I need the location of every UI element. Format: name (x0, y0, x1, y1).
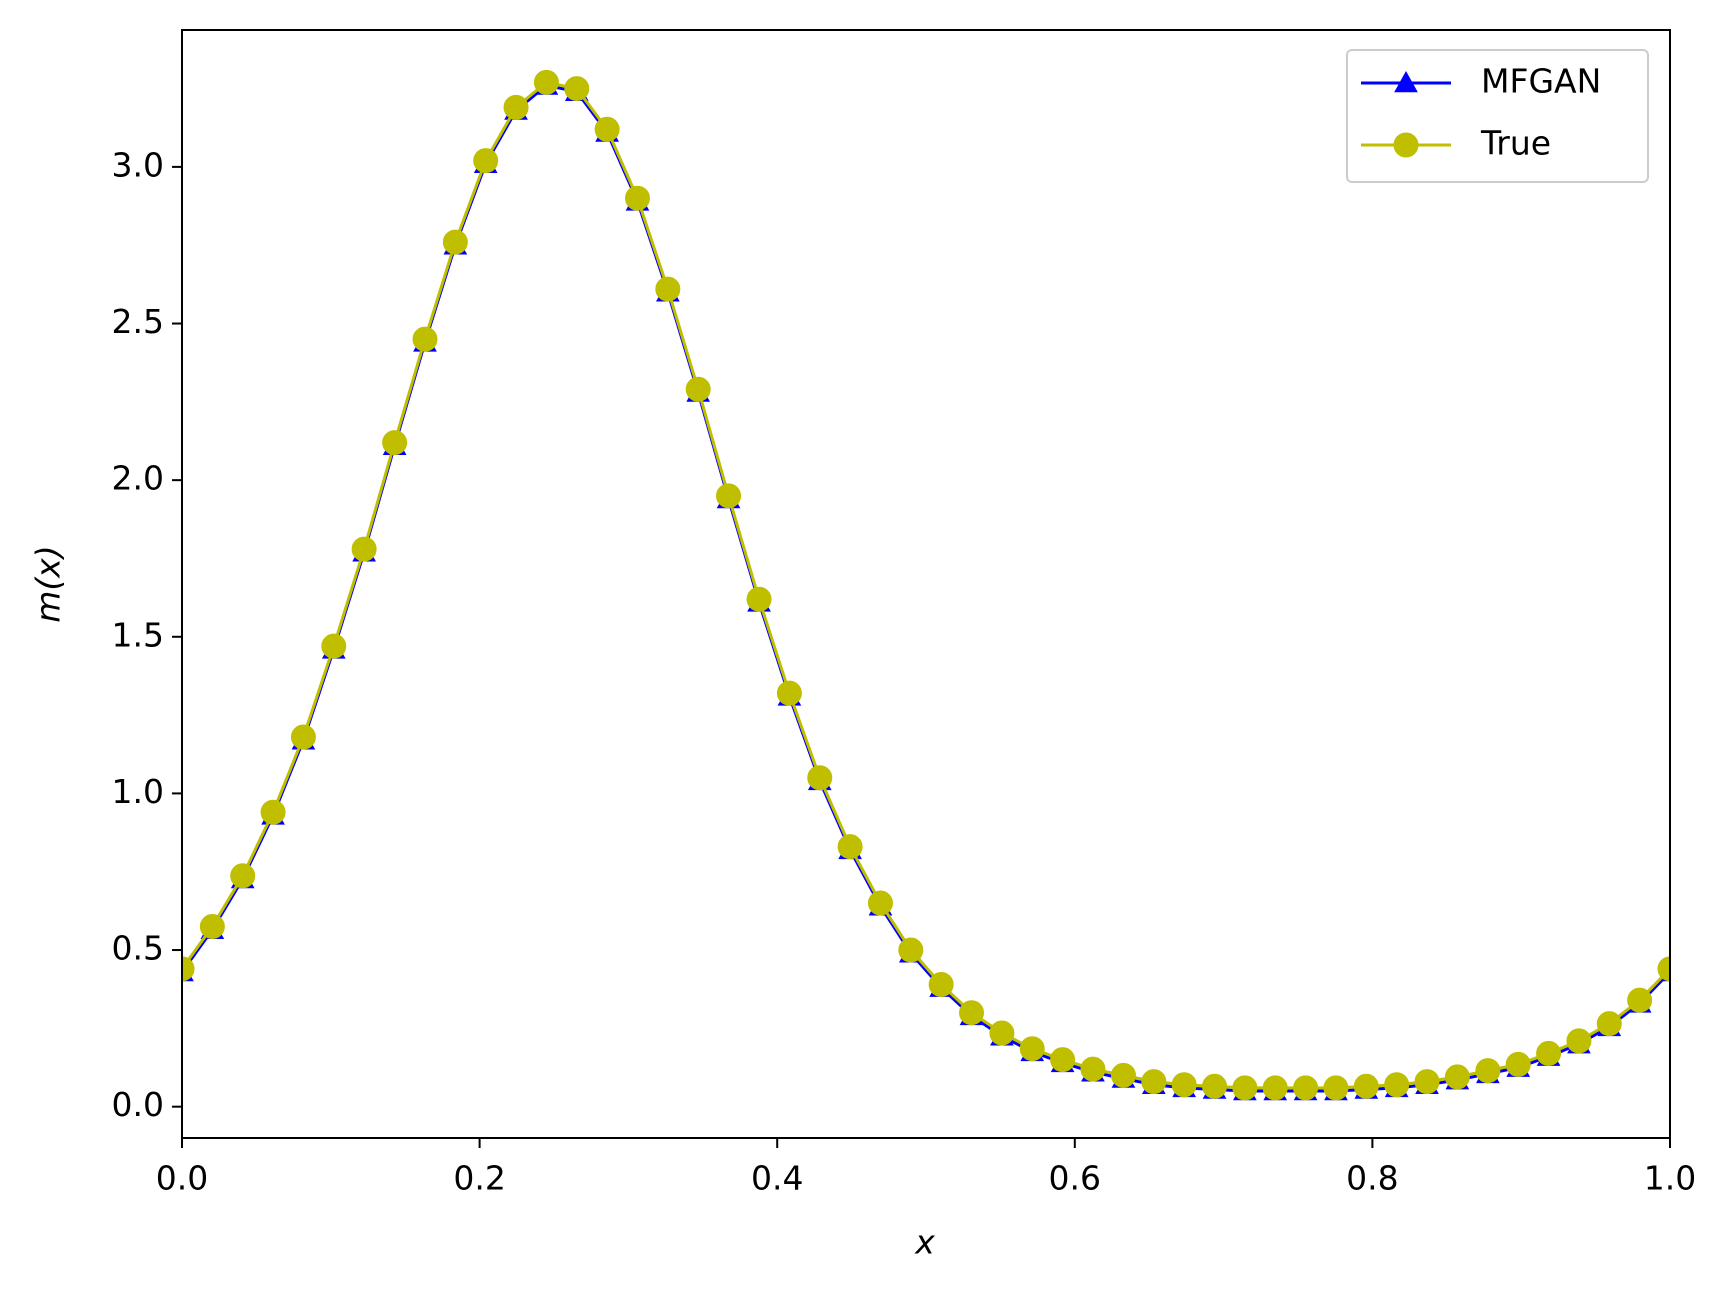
marker (1202, 1073, 1228, 1099)
series-line (182, 80, 1670, 1090)
marker (1019, 1036, 1045, 1062)
marker (837, 834, 863, 860)
marker (776, 680, 802, 706)
marker (230, 863, 256, 889)
x-tick-label: 0.2 (453, 1159, 505, 1198)
marker (1293, 1075, 1319, 1101)
marker (685, 376, 711, 402)
marker (1232, 1075, 1258, 1101)
marker (442, 229, 468, 255)
marker (928, 972, 954, 998)
legend-label: True (1480, 124, 1551, 163)
y-axis-label: m(x) (29, 545, 68, 622)
marker (260, 799, 286, 825)
y-tick-label: 2.0 (112, 459, 164, 498)
marker (989, 1020, 1015, 1046)
marker (412, 326, 438, 352)
marker (1475, 1058, 1501, 1084)
marker (867, 890, 893, 916)
marker (1444, 1064, 1470, 1090)
marker (746, 586, 772, 612)
x-tick-label: 0.4 (751, 1159, 803, 1198)
marker (1505, 1051, 1531, 1077)
marker (1657, 956, 1670, 982)
y-tick-label: 1.0 (112, 772, 164, 811)
plot-area (182, 69, 1670, 1101)
marker (1262, 1075, 1288, 1101)
marker (503, 94, 529, 120)
marker (959, 1000, 985, 1026)
x-tick-label: 1.0 (1644, 1159, 1696, 1198)
marker (533, 69, 559, 95)
marker (351, 536, 377, 562)
marker (1536, 1040, 1562, 1066)
y-tick-label: 3.0 (112, 145, 164, 184)
marker (1566, 1028, 1592, 1054)
y-tick-label: 1.5 (112, 615, 164, 654)
y-tick-label: 0.0 (112, 1085, 164, 1124)
marker (182, 956, 195, 982)
marker (1323, 1075, 1349, 1101)
x-axis-label: x (914, 1223, 935, 1262)
marker (716, 483, 742, 509)
legend-label: MFGAN (1481, 62, 1601, 101)
marker (594, 116, 620, 142)
series-line (182, 83, 1670, 1093)
marker (1050, 1047, 1076, 1073)
marker (1596, 1011, 1622, 1037)
marker (1627, 987, 1653, 1013)
marker (624, 185, 650, 211)
x-tick-label: 0.6 (1049, 1159, 1101, 1198)
marker (898, 937, 924, 963)
marker (1141, 1069, 1167, 1095)
marker (382, 430, 408, 456)
marker (1414, 1069, 1440, 1095)
marker (290, 724, 316, 750)
marker (473, 148, 499, 174)
marker (1393, 132, 1419, 158)
marker (655, 276, 681, 302)
marker (1171, 1072, 1197, 1098)
axes-frame (181, 29, 1671, 1139)
marker (1353, 1073, 1379, 1099)
x-tick-label: 0.8 (1346, 1159, 1398, 1198)
marker (1384, 1072, 1410, 1098)
marker (1110, 1062, 1136, 1088)
marker (564, 76, 590, 102)
marker (1080, 1056, 1106, 1082)
marker (199, 914, 225, 940)
marker (807, 765, 833, 791)
marker (321, 633, 347, 659)
y-tick-label: 2.5 (112, 302, 164, 341)
x-tick-label: 0.0 (156, 1159, 208, 1198)
marker (1394, 70, 1418, 93)
y-tick-label: 0.5 (112, 929, 164, 968)
